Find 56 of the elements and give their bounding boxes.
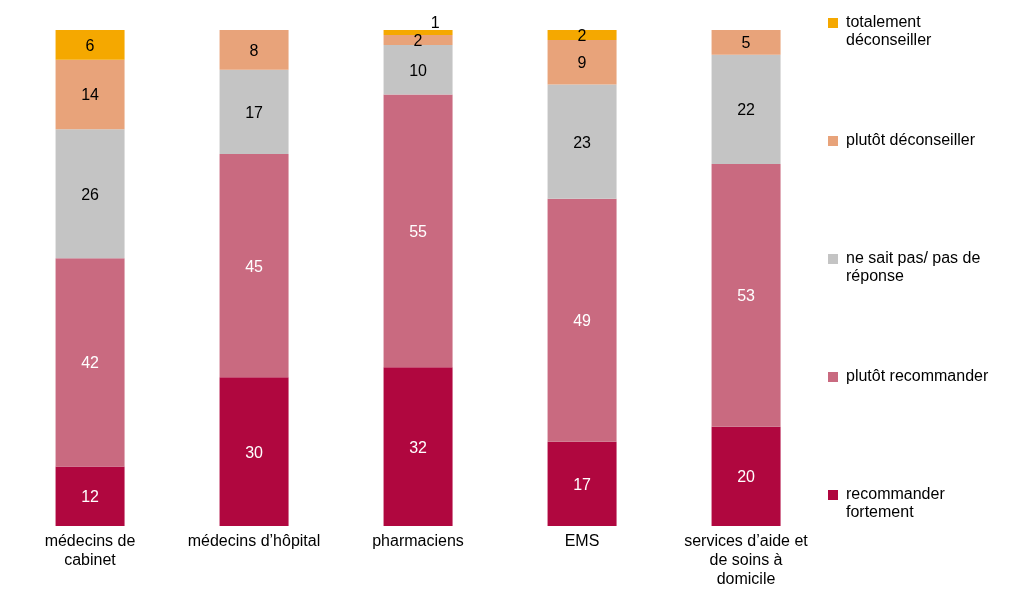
bar [219,69,289,154]
bar [383,94,453,368]
bar [55,466,125,526]
bar [383,367,453,526]
data-label: 49 [573,312,592,330]
data-label: 14 [81,86,100,104]
bar [383,30,453,35]
data-label: 26 [81,185,100,203]
bar [219,154,289,378]
data-label: 10 [409,61,428,79]
data-label: 42 [81,354,100,372]
x-tick-label: pharmaciens [372,532,464,549]
data-label: 1 [430,14,440,31]
bar [547,441,617,526]
data-label: 53 [737,287,756,305]
bar [711,163,781,427]
data-label: 22 [737,101,756,119]
bar [383,34,453,45]
data-label: 6 [85,36,95,54]
bar [547,198,617,442]
bar [711,30,781,55]
bar [547,39,617,85]
legend-label: plutôt recommander [846,367,990,385]
legend-label: plutôt déconseiller [846,131,976,149]
data-label: 2 [413,31,423,49]
bar [55,30,125,60]
x-tick-label: EMS [564,532,600,549]
bar [55,129,125,259]
legend-label: recommander fortement [846,485,946,521]
bar [383,44,453,95]
bar [219,30,289,70]
data-label: 8 [249,41,259,59]
x-tick-label: médecins de cabinet [44,532,136,568]
bar [711,426,781,526]
x-tick-label: médecins d’hôpital [187,532,321,549]
data-label: 45 [245,257,264,275]
data-label: 20 [737,468,756,486]
data-label: 2 [577,26,587,44]
data-label: 32 [409,438,428,456]
data-label: 55 [409,222,428,240]
data-label: 5 [741,34,751,52]
bar [547,84,617,199]
bar [219,377,289,526]
data-label: 23 [573,133,592,151]
data-label: 30 [245,443,264,461]
data-label: 9 [577,54,587,72]
data-label: 12 [81,488,100,506]
bar [55,59,125,130]
data-label: 17 [573,475,592,493]
bar [547,30,617,40]
bar [711,54,781,164]
legend-label: totalement déconseiller [846,13,933,49]
legend-label: ne sait pas/ pas de réponse [846,249,982,285]
bar [55,258,125,467]
data-label: 17 [245,103,264,121]
x-tick-label: services d’aide et de soins à domicile [684,532,809,587]
